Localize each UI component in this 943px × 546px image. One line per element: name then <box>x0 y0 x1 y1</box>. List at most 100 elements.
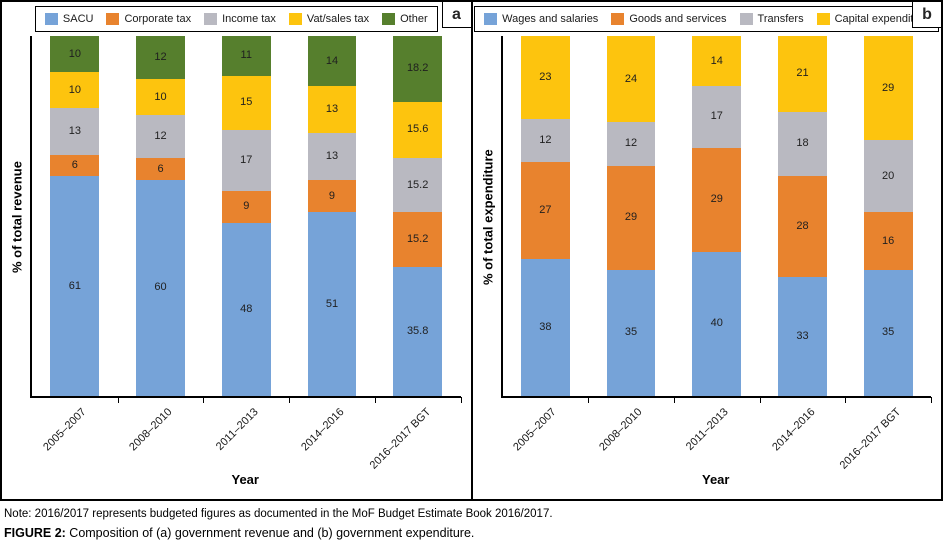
plot-column: 10 10 13 6 61 12 10 12 6 60 11 15 17 9 48 14 13 13 9 51 18.2… <box>30 36 462 487</box>
bar-segment-value: 27 <box>539 204 552 217</box>
stacked-bar: 14 13 13 9 51 <box>307 36 357 396</box>
stacked-bar: 14 17 29 40 <box>692 36 742 396</box>
legend-swatch-icon <box>106 13 120 25</box>
bar-segment: 9 <box>221 190 271 224</box>
bar-segment: 20 <box>863 140 913 213</box>
bar-segment: 6 <box>50 154 100 177</box>
bar-segment-value: 15.2 <box>406 178 429 191</box>
chart-panels: SACU Corporate tax Income tax Vat/sales tax… <box>0 0 943 501</box>
legend-label: Income tax <box>222 13 276 25</box>
category-slot: 2014–2016 <box>759 404 845 468</box>
bar-segment-value: 10 <box>68 83 81 96</box>
x-axis-labels: 2005–2007 2008–2010 2011–2013 2014–2016 2016… <box>501 404 932 472</box>
category-label: 2008–2010 <box>597 406 646 454</box>
stacked-bar: 11 15 17 9 48 <box>221 36 271 396</box>
bar-segment: 40 <box>692 251 742 396</box>
bar-segment: 12 <box>136 36 185 80</box>
bar-segment-value: 12 <box>154 130 167 143</box>
bar-segment: 29 <box>863 36 913 141</box>
figure-caption-prefix: FIGURE 2: <box>4 525 66 540</box>
bar-segment-value: 12 <box>539 133 552 146</box>
legend-item: Income tax <box>204 13 276 25</box>
bar-segment: 13 <box>307 133 357 180</box>
category-slot: 2008–2010 <box>587 404 673 468</box>
category-label: 2014–2016 <box>299 406 347 454</box>
bar-segment: 10 <box>50 36 100 72</box>
bar-segment: 15.2 <box>393 157 443 213</box>
bar-segment: 17 <box>221 129 271 191</box>
bar-slot: 18.2 15.6 15.2 15.2 35.8 <box>375 36 462 403</box>
bar-segment: 15 <box>221 75 271 130</box>
plot-column: 23 12 27 38 24 12 29 35 14 17 29 40 21 18 28 33 29 20 16 35… <box>500 36 932 487</box>
stacked-bar: 24 12 29 35 <box>606 36 656 396</box>
bar-segment-value: 6 <box>71 159 78 172</box>
category-label: 2005–2007 <box>41 406 89 454</box>
bar-segment-value: 17 <box>240 153 253 166</box>
bar-segment-value: 35 <box>624 326 638 339</box>
bar-slot: 29 20 16 35 <box>845 36 932 403</box>
bar-segment: 6 <box>136 158 185 180</box>
legend-label: Vat/sales tax <box>306 13 370 25</box>
legend-label: Goods and services <box>629 13 727 25</box>
bar-segment: 12 <box>606 122 656 166</box>
bar-segment-value: 21 <box>796 67 809 80</box>
bar-segment-value: 6 <box>157 162 164 175</box>
category-label: 2016–2017 BGT <box>367 406 433 472</box>
bar-segment-value: 14 <box>325 54 339 67</box>
bar-segment: 29 <box>692 147 742 252</box>
legend-row: Wages and salaries Goods and services Tran… <box>473 6 942 32</box>
panel-letter-b: b <box>912 2 942 28</box>
stacked-bar: 23 12 27 38 <box>520 36 570 396</box>
legend-item: Vat/sales tax <box>288 13 370 25</box>
figure-caption-text: Composition of (a) government revenue an… <box>65 525 475 540</box>
bar-segment: 11 <box>221 36 271 76</box>
stacked-bar: 21 18 28 33 <box>778 36 827 396</box>
legend-swatch-icon <box>611 13 625 25</box>
bar-segment-value: 10 <box>68 47 81 60</box>
plot-area: 10 10 13 6 61 12 10 12 6 60 11 15 17 9 48 14 13 13 9 51 18.2… <box>30 36 462 403</box>
bar-segment: 29 <box>606 165 656 270</box>
bar-segment: 14 <box>692 36 742 87</box>
legend-item: Wages and salaries <box>484 13 598 25</box>
bar-segment-value: 15.6 <box>406 123 429 136</box>
bar-slot: 14 13 13 9 51 <box>289 36 376 403</box>
bar-segment-value: 13 <box>325 103 339 116</box>
bar-segment-value: 23 <box>539 70 552 83</box>
bar-segment: 10 <box>136 79 185 116</box>
bar-segment: 38 <box>520 259 570 396</box>
bar-segment-value: 33 <box>796 330 809 343</box>
stacked-bar: 12 10 12 6 60 <box>136 36 185 396</box>
bar-segment: 13 <box>50 108 100 155</box>
bar-segment-value: 16 <box>882 234 895 247</box>
category-label: 2016–2017 BGT <box>837 406 904 472</box>
figure-footer: Note: 2016/2017 represents budgeted figu… <box>0 501 943 543</box>
bar-segment-value: 51 <box>325 297 339 310</box>
legend-swatch-icon <box>204 13 218 25</box>
bar-segment: 15.6 <box>393 101 443 158</box>
bar-slot: 10 10 13 6 61 <box>32 36 119 403</box>
legend-label: Transfers <box>757 13 804 25</box>
bar-segment-value: 14 <box>710 54 723 67</box>
legend-item: SACU <box>44 13 94 25</box>
legend-swatch-icon <box>739 13 753 25</box>
bar-segment-value: 35 <box>882 326 895 339</box>
category-label: 2011–2013 <box>213 406 261 453</box>
bar-slot: 12 10 12 6 60 <box>118 36 205 403</box>
figure-note: Note: 2016/2017 represents budgeted figu… <box>4 508 553 520</box>
legend-swatch-icon <box>382 13 396 25</box>
category-slot: 2011–2013 <box>202 404 288 468</box>
bar-segment-value: 13 <box>325 150 339 163</box>
category-slot: 2016–2017 BGT <box>838 404 931 472</box>
bar-segment-value: 9 <box>328 189 336 202</box>
legend-label: Wages and salaries <box>502 13 599 25</box>
bar-segment-value: 15 <box>240 96 253 109</box>
y-axis-title: % of total expenditure <box>480 149 495 285</box>
y-axis-title: % of total revenue <box>9 161 25 273</box>
plot-area: 23 12 27 38 24 12 29 35 14 17 29 40 21 18 28 33 29 20 16 35 <box>500 36 932 403</box>
revenue-chart-panel: SACU Corporate tax Income tax Vat/sales tax… <box>0 0 472 501</box>
bar-segment: 14 <box>307 36 357 87</box>
bar-segment: 10 <box>50 72 100 108</box>
category-label: 2008–2010 <box>127 406 175 454</box>
bar-segment-value: 20 <box>882 169 895 182</box>
legend-label: SACU <box>62 13 94 25</box>
